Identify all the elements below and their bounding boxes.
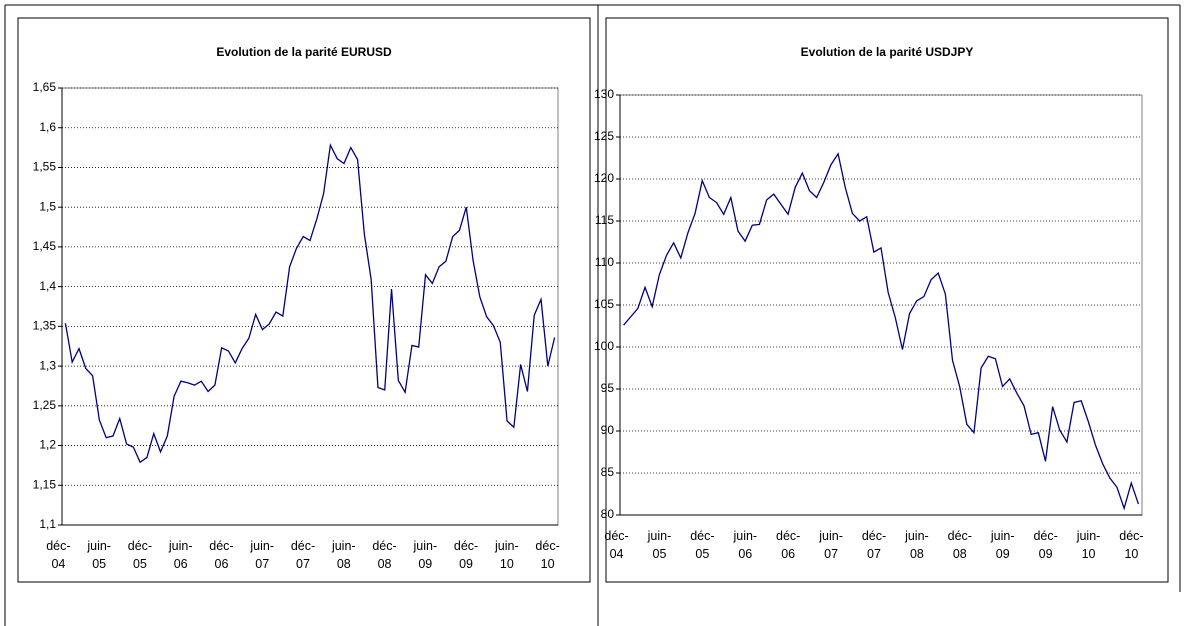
x-tick-label: juin-09 [413, 539, 438, 571]
x-tick-label: déc-07 [861, 529, 887, 561]
y-tick-label: 105 [594, 297, 614, 311]
x-tick-label: juin-05 [87, 539, 111, 571]
x-tick-label: juin-10 [495, 539, 519, 571]
y-tick-label: 1,55 [33, 160, 57, 174]
x-tick-label: déc-07 [290, 539, 316, 571]
y-tick-label: 1,65 [33, 80, 57, 94]
y-tick-label: 1,6 [39, 120, 56, 134]
x-tick-label: déc-05 [127, 539, 153, 571]
plot-area [61, 87, 559, 526]
y-tick-label: 1,3 [39, 358, 56, 372]
x-tick-label: juin-05 [647, 529, 672, 561]
x-tick-label: juin-08 [905, 529, 929, 561]
y-tick-label: 1,15 [33, 477, 57, 491]
y-tick-label: 1,35 [33, 319, 57, 333]
y-tick-label: 1,5 [39, 199, 56, 213]
y-tick-label: 100 [594, 339, 614, 353]
x-tick-label: déc-10 [535, 539, 560, 571]
x-tick-label: déc-08 [372, 539, 397, 571]
y-tick-label: 1,1 [39, 517, 56, 531]
y-tick-label: 1,25 [33, 398, 57, 412]
x-tick-label: déc-09 [1033, 529, 1058, 561]
x-tick-label: déc-09 [453, 539, 479, 571]
y-tick-label: 1,45 [33, 239, 57, 253]
y-tick-label: 125 [594, 129, 614, 143]
x-tick-label: juin-08 [331, 539, 356, 571]
x-tick-label: juin-06 [168, 539, 193, 571]
x-tick-label: juin-09 [990, 529, 1015, 561]
chart-title: Evolution de la parité USDJPY [801, 45, 974, 59]
y-tick-label: 120 [594, 171, 614, 185]
x-tick-label: déc-05 [690, 529, 715, 561]
x-tick-label: déc-06 [776, 529, 801, 561]
y-tick-label: 130 [594, 87, 614, 101]
chart-title: Evolution de la parité EURUSD [216, 45, 392, 59]
y-tick-label: 1,4 [39, 279, 56, 293]
x-tick-label: juin-07 [250, 539, 275, 571]
y-tick-label: 115 [595, 213, 614, 227]
x-tick-label: déc-06 [209, 539, 234, 571]
y-tick-label: 95 [601, 381, 615, 395]
data-line [64, 143, 556, 464]
x-tick-label: déc-04 [46, 539, 71, 571]
x-tick-label: déc-10 [1119, 529, 1144, 561]
y-tick-label: 1,2 [39, 438, 56, 452]
x-tick-label: juin-07 [819, 529, 843, 561]
y-tick-label: 80 [601, 507, 615, 521]
x-tick-label: juin-06 [733, 529, 758, 561]
x-tick-label: déc-04 [604, 529, 629, 561]
y-tick-label: 110 [595, 255, 614, 269]
x-tick-label: juin-10 [1076, 529, 1101, 561]
x-tick-label: déc-08 [947, 529, 972, 561]
data-line [623, 152, 1140, 511]
y-tick-label: 90 [601, 423, 615, 437]
y-tick-label: 85 [601, 465, 615, 479]
